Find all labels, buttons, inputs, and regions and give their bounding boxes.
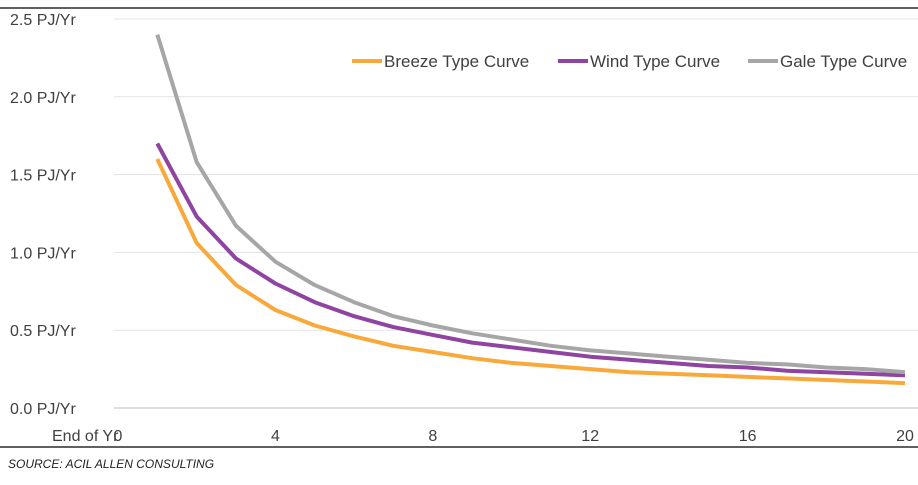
y-axis-tick-labels: 0.0 PJ/Yr 0.5 PJ/Yr 1.0 PJ/Yr 1.5 PJ/Yr 2.0 … — [10, 12, 76, 418]
x-axis-prefix-label: End of Yr — [52, 428, 119, 445]
y-tick-label: 1.5 PJ/Yr — [10, 168, 76, 185]
legend-label: Wind Type Curve — [590, 52, 720, 71]
source-note: SOURCE: ACIL ALLEN CONSULTING — [8, 457, 215, 471]
x-tick-label: 12 — [581, 428, 599, 445]
y-tick-label: 1.0 PJ/Yr — [10, 245, 76, 262]
y-tick-label: 0.5 PJ/Yr — [10, 323, 76, 340]
x-tick-label: 4 — [271, 428, 280, 445]
series-line-1 — [155, 158, 906, 386]
y-tick-label: 0.0 PJ/Yr — [10, 401, 76, 418]
series-lines — [155, 34, 906, 386]
x-tick-label: 16 — [739, 428, 757, 445]
legend: Breeze Type Curve Wind Type Curve Gale Typ… — [352, 52, 907, 71]
series-line-3 — [155, 34, 906, 375]
x-tick-label: 20 — [896, 428, 914, 445]
gridlines — [0, 7, 918, 448]
y-tick-label: 2.5 PJ/Yr — [10, 12, 76, 29]
series-line-2 — [155, 142, 906, 378]
x-axis-tick-labels: End of Yr0 4 8 12 16 20 — [52, 428, 914, 445]
legend-label: Breeze Type Curve — [384, 52, 529, 71]
x-tick-label: 0 — [114, 428, 123, 445]
legend-label: Gale Type Curve — [780, 52, 907, 71]
x-tick-label: 8 — [428, 428, 437, 445]
y-tick-label: 2.0 PJ/Yr — [10, 90, 76, 107]
